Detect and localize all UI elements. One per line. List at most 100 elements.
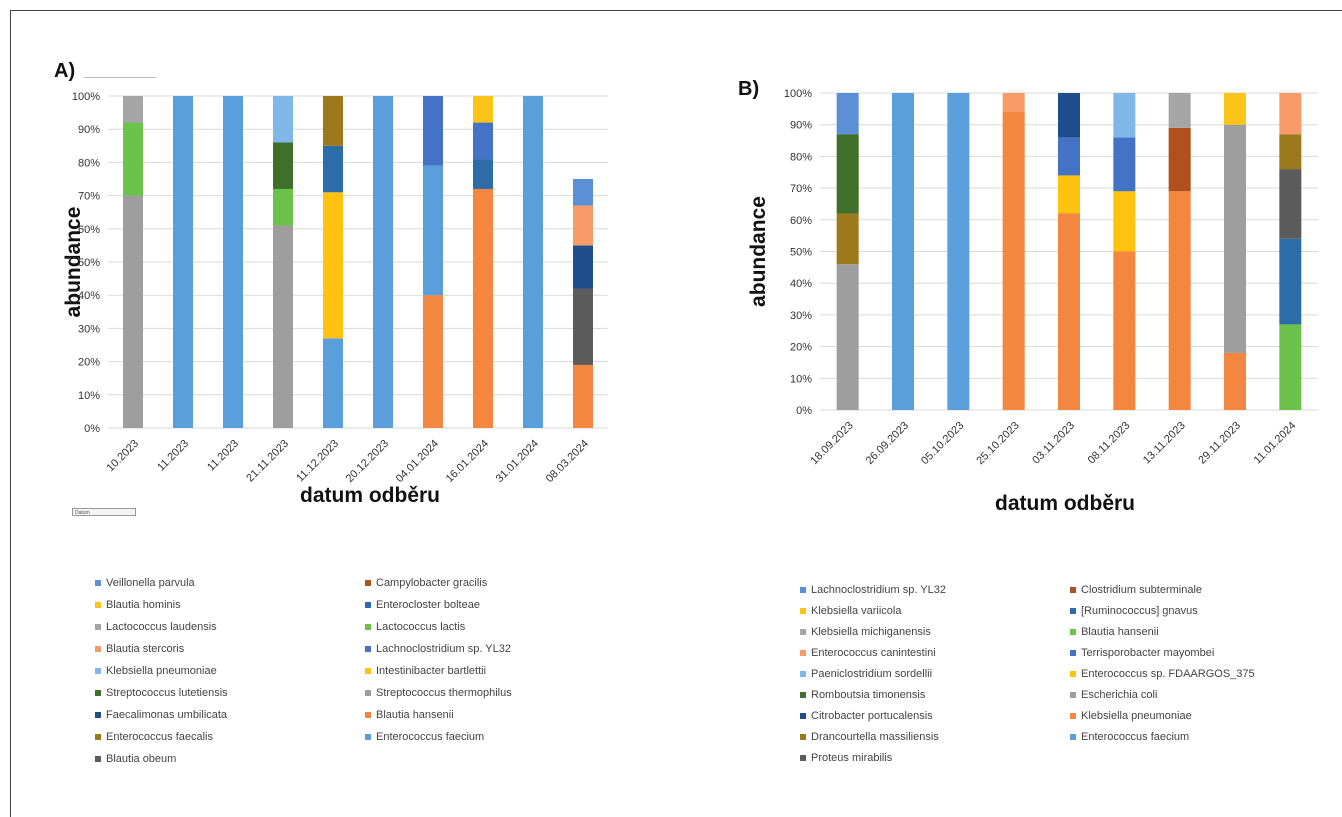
y-tick-label: 80% <box>78 157 100 169</box>
legend-swatch <box>365 733 371 740</box>
legend-swatch <box>365 689 371 696</box>
legend-item-clostridium-subterminale: Clostridium subterminale <box>1070 582 1340 597</box>
legend-a: Veillonella parvula Campylobacter gracili… <box>95 575 635 766</box>
y-tick-label: 0% <box>84 423 100 435</box>
legend-label: Blautia obeum <box>106 752 177 765</box>
y-tick-label: 10% <box>78 390 100 402</box>
legend-label: Veillonella parvula <box>106 576 195 589</box>
frame-top-border <box>10 10 1342 11</box>
legend-item-blautia-hansenii: Blautia hansenii <box>365 707 635 722</box>
bar-segment-klebsiella-pneumoniae <box>1002 112 1025 411</box>
legend-swatch <box>800 754 806 761</box>
y-tick-label: 50% <box>78 257 100 269</box>
legend-swatch <box>800 586 806 593</box>
x-tick-label: 26.09.2023 <box>864 420 911 467</box>
legend-label: Faecalimonas umbilicata <box>106 708 228 721</box>
legend-swatch <box>800 712 806 719</box>
x-tick-label: 11.01.2024 <box>1252 420 1299 467</box>
legend-item-proteus-mirabilis: Proteus mirabilis <box>800 750 1070 765</box>
y-tick-label: 60% <box>790 215 812 227</box>
legend-swatch <box>365 667 371 674</box>
legend-label: Klebsiella pneumoniae <box>106 664 217 677</box>
legend-item-faecalimonas-umbilicata: Faecalimonas umbilicata <box>95 707 365 722</box>
bar-segment-blautia-hansenii <box>423 295 443 428</box>
legend-label: Citrobacter portucalensis <box>811 709 933 722</box>
bar-segment-escherichia-coli <box>1224 124 1246 353</box>
bar-segment-lactococcus-laudensis <box>123 96 143 123</box>
y-tick-label: 90% <box>78 124 100 136</box>
frame-left-border <box>10 10 11 817</box>
bar-segment-enterocloster-bolteae <box>323 145 343 193</box>
legend-item-klebsiella-pneumoniae: Klebsiella pneumoniae <box>95 663 365 678</box>
legend-swatch <box>1070 733 1076 740</box>
x-tick-label: 25.10.2023 <box>974 420 1021 467</box>
date-filter-dropdown[interactable]: Datum <box>72 508 136 516</box>
legend-swatch <box>800 607 806 614</box>
y-tick-label: 40% <box>78 290 100 302</box>
legend-item-lactococcus-laudensis: Lactococcus laudensis <box>95 619 365 634</box>
bar-segment-streptococcus-thermophilus <box>273 225 293 428</box>
legend-label: Enterococcus sp. FDAARGOS_375 <box>1081 667 1255 680</box>
legend-item-paeniclostridium-sordellii: Paeniclostridium sordellii <box>800 666 1070 681</box>
legend-label: Lachnoclostridium sp. YL32 <box>811 583 946 596</box>
x-tick-label: 08.11.2023 <box>1086 420 1133 467</box>
bar-segment-veillonella-parvula <box>573 179 593 206</box>
bar-segment-terrisporobacter-mayombei <box>1058 137 1080 176</box>
y-tick-label: 80% <box>790 151 812 163</box>
y-tick-label: 30% <box>790 310 812 322</box>
legend-label: Klebsiella variicola <box>811 604 902 617</box>
x-tick-label: 18.09.2023 <box>808 420 855 467</box>
y-tick-label: 20% <box>78 357 100 369</box>
bar-segment-klebsiella-pneumoniae <box>1113 251 1136 410</box>
bar-segment-paeniclostridium-sordellii <box>1113 93 1136 138</box>
legend-label: [Ruminococcus] gnavus <box>1081 604 1198 617</box>
y-tick-label: 100% <box>784 88 812 100</box>
bar-segment-enterococcus-faecium <box>892 93 914 410</box>
bar-segment-proteus-mirabilis <box>1279 169 1302 239</box>
bar-segment-klebsiella-variicola <box>1224 93 1246 125</box>
legend-item-blautia-hansenii: Blautia hansenii <box>1070 624 1340 639</box>
legend-item-drancourtella-massiliensis: Drancourtella massiliensis <box>800 729 1070 744</box>
y-tick-label: 100% <box>72 91 100 103</box>
legend-item-klebsiella-michiganensis: Klebsiella michiganensis <box>800 624 1070 639</box>
legend-label: Blautia hominis <box>106 598 181 611</box>
legend-label: Drancourtella massiliensis <box>811 730 939 743</box>
legend-item-enterococcus-faecalis: Enterococcus faecalis <box>95 729 365 744</box>
legend-item-lactococcus-lactis: Lactococcus lactis <box>365 619 635 634</box>
bar-segment-ruminococcus-gnavus <box>1279 238 1302 325</box>
bar-segment-lachnoclostridium-sp-yl32 <box>836 93 859 135</box>
bar-segment-escherichia-coli <box>836 264 859 410</box>
legend-item-intestinibacter-bartlettii: Intestinibacter bartlettii <box>365 663 635 678</box>
legend-swatch <box>365 645 371 652</box>
bar-segment-klebsiella-pneumoniae <box>1058 213 1080 410</box>
y-tick-label: 90% <box>790 120 812 132</box>
bar-segment-klebsiella-pneumoniae <box>273 96 293 143</box>
legend-swatch <box>1070 628 1076 635</box>
y-tick-label: 40% <box>790 278 812 290</box>
legend-swatch <box>95 733 101 740</box>
bar-segment-enterococcus-faecalis <box>323 96 343 146</box>
legend-swatch <box>1070 607 1076 614</box>
bar-segment-blautia-hansenii <box>573 364 593 428</box>
y-tick-label: 0% <box>796 405 812 417</box>
y-tick-label: 70% <box>78 191 100 203</box>
bar-segment-romboutsia-timonensis <box>836 134 859 214</box>
legend-swatch <box>95 645 101 652</box>
bar-segment-enterococcus-faecium <box>947 93 970 410</box>
legend-item-blautia-stercoris: Blautia stercoris <box>95 641 365 656</box>
legend-swatch <box>1070 649 1076 656</box>
bar-segment-blautia-stercoris <box>573 205 593 246</box>
legend-item-enterocloster-bolteae: Enterocloster bolteae <box>365 597 635 612</box>
legend-b: Lachnoclostridium sp. YL32 Clostridium su… <box>800 582 1340 765</box>
bar-segment-enterococcus-faecium <box>223 96 243 428</box>
y-axis-title: abundance <box>747 196 770 307</box>
bar-segment-lachnoclostridium-sp-yl32 <box>473 122 493 160</box>
legend-item-klebsiella-pneumoniae: Klebsiella pneumoniae <box>1070 708 1340 723</box>
bar-segment-enterococcus-canintestini <box>1002 93 1025 113</box>
legend-label: Campylobacter gracilis <box>376 576 488 589</box>
legend-swatch <box>800 628 806 635</box>
legend-label: Blautia stercoris <box>106 642 185 655</box>
legend-item-veillonella-parvula: Veillonella parvula <box>95 575 365 590</box>
legend-swatch <box>1070 712 1076 719</box>
bar-segment-enterococcus-sp-fdaargos-375 <box>1058 175 1080 214</box>
